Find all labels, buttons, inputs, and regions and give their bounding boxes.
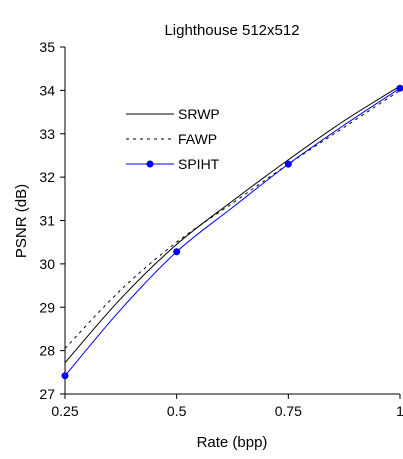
axes	[64, 47, 400, 395]
legend: SRWP FAWP SPIHT	[126, 106, 220, 172]
y-tick-label: 32	[39, 169, 55, 185]
y-tick-label: 30	[39, 256, 55, 272]
legend-marker-spiht	[146, 160, 154, 168]
y-tick-label: 31	[39, 213, 55, 229]
series-line-srwp	[64, 85, 401, 364]
x-axis-label: Rate (bpp)	[197, 434, 268, 451]
legend-label-spiht: SPIHT	[178, 156, 220, 172]
series-layer	[61, 84, 403, 380]
series-line-fawp	[64, 89, 401, 349]
x-tick-label: 0.5	[167, 403, 187, 419]
y-tick-label: 33	[39, 126, 55, 142]
axis-ticks: 27 28 29 30 31 32 33 34 35 0.25 0.5 0.75 1	[39, 39, 403, 419]
legend-label-fawp: FAWP	[178, 131, 217, 147]
data-point-spiht	[396, 84, 403, 92]
data-point-spiht	[61, 372, 69, 380]
x-tick-label: 0.75	[275, 403, 302, 419]
y-tick-label: 27	[39, 386, 55, 402]
data-point-spiht	[173, 248, 181, 256]
x-tick-label: 0.25	[51, 403, 78, 419]
y-tick-label: 29	[39, 299, 55, 315]
y-axis-label: PSNR (dB)	[13, 184, 30, 258]
series-line-spiht	[64, 87, 401, 377]
y-tick-label: 35	[39, 39, 55, 55]
chart-title: Lighthouse 512x512	[164, 22, 299, 39]
data-point-spiht	[284, 160, 292, 168]
legend-label-srwp: SRWP	[178, 106, 220, 122]
y-tick-label: 34	[39, 82, 55, 98]
y-tick-label: 28	[39, 343, 55, 359]
x-tick-label: 1	[396, 403, 403, 419]
